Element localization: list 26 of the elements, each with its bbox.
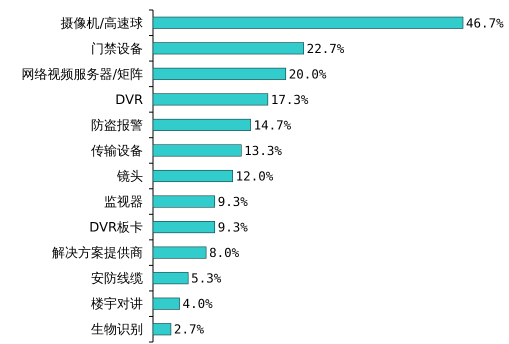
y-tick-label: 监视器 xyxy=(104,195,143,210)
y-tick-label: 摄像机/高速球 xyxy=(60,15,143,32)
y-tick-label: 门禁设备 xyxy=(91,40,143,57)
data-label: 14.7% xyxy=(254,117,292,132)
data-label: 17.3% xyxy=(270,92,309,107)
y-tick-label: 网络视频服务器/矩阵 xyxy=(22,67,143,82)
y-tick-label: 镜头 xyxy=(116,170,143,184)
data-label: 12.0% xyxy=(236,168,274,184)
data-label: 2.7% xyxy=(174,322,204,337)
data-label: 9.3% xyxy=(218,194,248,210)
data-label: 9.3% xyxy=(218,220,248,235)
data-label: 5.3% xyxy=(191,270,222,286)
data-label: 20.0% xyxy=(288,66,327,82)
y-tick-label: 生物识别 xyxy=(91,322,143,338)
y-tick-label: DVR xyxy=(115,92,143,108)
data-label: 4.0% xyxy=(182,296,214,312)
y-tick-label: 防盗报警 xyxy=(91,118,143,134)
data-label: 46.7% xyxy=(466,15,504,30)
y-tick-label: 楼宇对讲 xyxy=(91,296,143,312)
data-label: 8.0% xyxy=(209,245,240,260)
y-tick-label: DVR板卡 xyxy=(89,220,143,236)
data-label: 22.7% xyxy=(306,40,345,56)
y-tick-label: 传输设备 xyxy=(91,144,143,159)
y-tick-label: 安防线缆 xyxy=(91,270,143,287)
data-label: 13.3% xyxy=(244,142,282,158)
y-tick-label: 解决方案提供商 xyxy=(52,245,143,262)
